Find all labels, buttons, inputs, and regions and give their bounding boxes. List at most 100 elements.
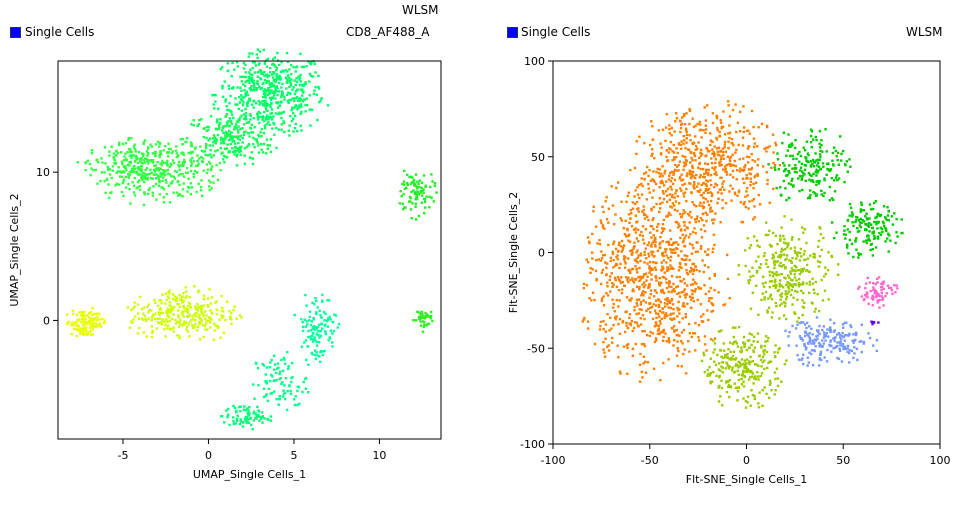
data-point (679, 176, 682, 179)
data-point (685, 112, 688, 115)
data-point (269, 98, 273, 102)
data-point (303, 98, 306, 102)
data-point (170, 163, 173, 167)
data-point (752, 137, 756, 140)
data-point (666, 159, 669, 163)
data-point (623, 266, 627, 269)
data-point (748, 362, 751, 366)
data-point (653, 340, 657, 344)
data-point (670, 290, 673, 294)
data-point (202, 294, 206, 297)
data-point (746, 161, 750, 164)
data-point (889, 239, 892, 242)
data-point (666, 266, 669, 269)
data-point (582, 286, 585, 290)
data-point (637, 240, 640, 243)
data-point (746, 370, 749, 373)
data-point (200, 311, 204, 315)
data-point (245, 79, 249, 83)
data-point (663, 276, 666, 279)
data-point (720, 163, 723, 167)
data-point (243, 147, 247, 150)
data-point (622, 226, 626, 230)
data-point (283, 397, 287, 401)
data-point (704, 119, 708, 122)
data-point (181, 188, 185, 191)
data-point (762, 285, 766, 288)
data-point (651, 242, 654, 245)
data-point (837, 273, 840, 277)
data-point (693, 183, 696, 186)
data-point (286, 93, 289, 97)
data-point (201, 323, 205, 327)
data-point (147, 303, 150, 306)
data-point (240, 89, 243, 92)
data-point (602, 210, 605, 214)
data-point (292, 398, 296, 401)
data-point (261, 115, 265, 118)
data-point (730, 369, 734, 372)
data-point (169, 147, 172, 151)
data-point (868, 336, 872, 340)
data-point (636, 186, 639, 189)
data-point (206, 297, 210, 300)
data-point (248, 78, 251, 81)
data-point (190, 162, 194, 165)
data-point (635, 221, 638, 224)
data-point (650, 267, 653, 270)
data-point (663, 316, 666, 320)
data-point (298, 104, 301, 107)
data-point (637, 210, 640, 213)
data-point (725, 362, 729, 365)
data-point (872, 298, 875, 301)
data-point (887, 232, 890, 235)
data-point (164, 335, 167, 338)
chart-title: WLSM (906, 25, 943, 39)
data-point (862, 340, 866, 344)
data-point (764, 281, 767, 284)
data-point (643, 329, 646, 333)
data-point (691, 166, 694, 170)
data-point (296, 385, 299, 388)
data-point (589, 267, 592, 270)
data-point (140, 170, 143, 173)
data-point (744, 264, 747, 268)
data-point (729, 173, 732, 176)
data-point (123, 164, 127, 168)
data-point (142, 142, 145, 146)
data-point (765, 392, 768, 396)
data-point (763, 359, 766, 362)
data-point (757, 406, 761, 409)
data-point (626, 257, 630, 260)
data-point (177, 174, 181, 177)
data-point (237, 95, 241, 99)
data-point (711, 148, 714, 151)
data-point (682, 192, 685, 195)
data-point (648, 265, 651, 268)
data-point (276, 101, 280, 104)
data-point (647, 255, 651, 258)
data-point (223, 421, 226, 424)
data-point (676, 195, 680, 198)
data-point (210, 156, 213, 159)
data-point (156, 174, 160, 178)
data-point (858, 229, 861, 233)
data-point (672, 317, 676, 320)
data-point (652, 240, 655, 243)
data-point (667, 337, 670, 340)
data-point (823, 178, 826, 182)
data-point (665, 339, 668, 343)
data-point (803, 149, 807, 152)
data-point (751, 372, 755, 375)
data-point (724, 355, 727, 359)
data-point (608, 329, 611, 332)
data-point (699, 151, 702, 154)
data-point (160, 163, 163, 167)
data-point (862, 209, 866, 212)
data-point (709, 183, 713, 187)
data-point (780, 253, 783, 257)
data-point (888, 234, 891, 237)
data-point (740, 377, 743, 381)
data-point (632, 326, 636, 330)
data-point (300, 89, 304, 92)
